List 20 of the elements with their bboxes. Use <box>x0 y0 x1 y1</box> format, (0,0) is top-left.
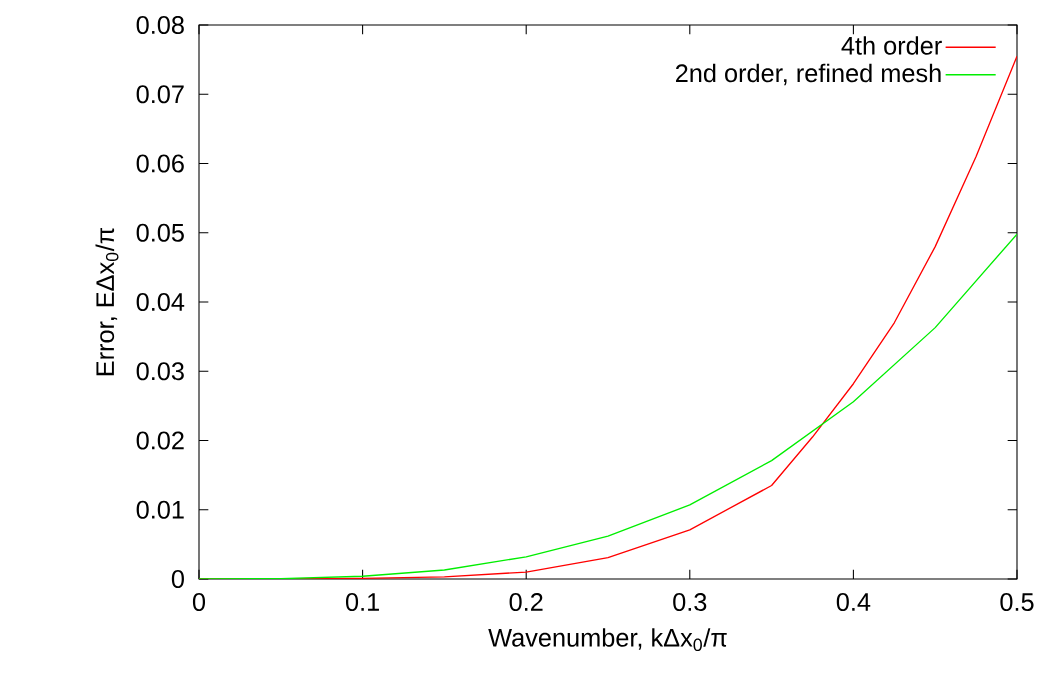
line-series <box>199 233 1017 579</box>
y-tick-label: 0.02 <box>136 431 184 450</box>
y-tick-label: 0 <box>171 570 184 588</box>
y-tick-label: 0.01 <box>136 500 184 519</box>
x-tick-label: 0.3 <box>673 593 707 611</box>
y-tick-label: 0.03 <box>136 362 184 381</box>
legend-label: 4th order <box>841 36 942 55</box>
x-tick-label: 0 <box>192 593 206 611</box>
y-axis-title: Error, EΔx$_{0}$/π <box>95 227 119 376</box>
y-tick-label: 0.04 <box>136 293 185 311</box>
y-tick-label: 0.05 <box>136 223 184 242</box>
x-tick-label: 0.2 <box>509 593 543 611</box>
y-tick-label: 0.06 <box>136 154 184 173</box>
y-tick-label: 0.07 <box>136 85 184 104</box>
x-tick-label: 0.4 <box>836 593 871 611</box>
legend-label: 2nd order, refined mesh <box>675 63 941 86</box>
x-axis-title: Wavenumber, kΔx$_{0}$/π <box>488 628 727 652</box>
y-tick-label: 0.08 <box>136 16 184 34</box>
x-tick-label: 0.5 <box>1000 593 1034 611</box>
x-tick-label: 0.1 <box>345 593 379 611</box>
